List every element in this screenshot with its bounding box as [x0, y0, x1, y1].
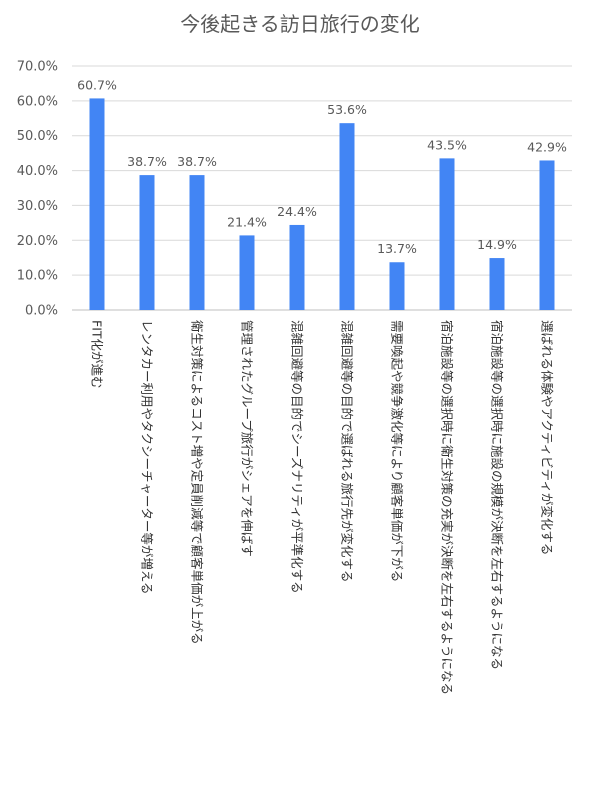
bar — [189, 175, 205, 310]
y-tick-label: 30.0% — [17, 199, 58, 214]
bar — [389, 262, 405, 310]
data-label: 14.9% — [477, 237, 517, 252]
bar — [489, 258, 505, 310]
category-label: 衛生対策によるコスト増や定員削減等で顧客単価が上がる — [190, 320, 205, 645]
y-tick-label: 40.0% — [17, 164, 58, 179]
data-label: 38.7% — [177, 154, 217, 169]
category-label: レンタカー利用やタクシーチャーター等が増える — [140, 320, 155, 595]
data-label: 42.9% — [527, 139, 567, 154]
data-label: 38.7% — [127, 154, 167, 169]
y-tick-label: 70.0% — [17, 60, 58, 75]
y-tick-label: 0.0% — [25, 304, 58, 319]
category-label: 宿泊施設等の選択時に施設の規模が決断を左右するようになる — [490, 320, 505, 670]
y-tick-label: 20.0% — [17, 234, 58, 249]
y-tick-label: 60.0% — [17, 94, 58, 109]
chart-title: 今後起きる訪日旅行の変化 — [180, 12, 420, 36]
y-tick-label: 50.0% — [17, 129, 58, 144]
data-label: 60.7% — [77, 77, 117, 92]
y-tick-label: 10.0% — [17, 269, 58, 284]
category-label: 管理されたグループ旅行がシェアを伸ばす — [240, 320, 255, 557]
category-label: FIT化が進む — [90, 320, 105, 389]
bar — [139, 175, 155, 310]
bar — [289, 224, 305, 310]
bar — [539, 160, 555, 310]
data-label: 24.4% — [277, 204, 317, 219]
data-label: 21.4% — [227, 214, 267, 229]
category-label: 選ばれる体験やアクティビティが変化する — [540, 320, 555, 555]
data-label: 13.7% — [377, 241, 417, 256]
bar — [339, 123, 355, 310]
bar — [239, 235, 255, 310]
bar — [89, 98, 105, 310]
data-label: 43.5% — [427, 137, 467, 152]
category-label: 混雑回避等の目的で選ばれる旅行先が変化する — [340, 320, 355, 583]
category-label: 需要喚起や競争激化等により顧客単価が下がる — [390, 320, 405, 582]
bar — [439, 158, 455, 310]
category-label: 宿泊施設等の選択時に衛生対策の充実が決断を左右するようになる — [440, 320, 455, 695]
category-label: 混雑回避等の目的でシーズナリティが平準化する — [290, 320, 305, 594]
data-label: 53.6% — [327, 102, 367, 117]
